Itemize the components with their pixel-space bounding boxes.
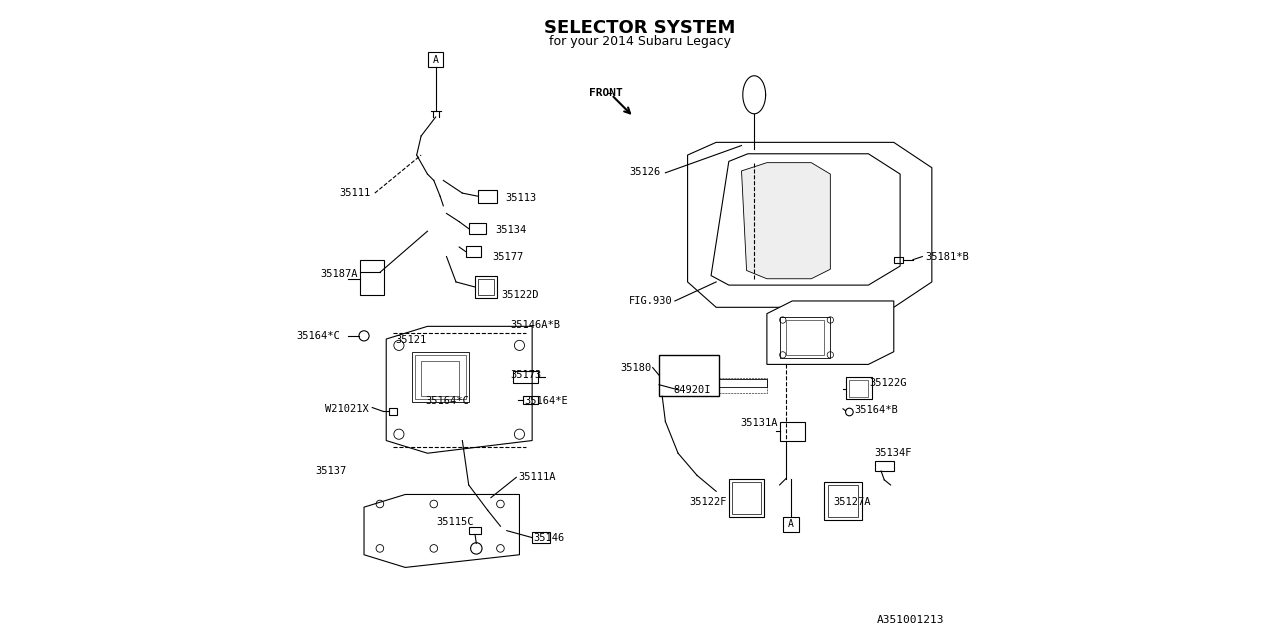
Text: 35164*E: 35164*E bbox=[525, 396, 568, 406]
Bar bbox=[532, 532, 550, 543]
Text: 35177: 35177 bbox=[493, 252, 524, 262]
Text: 35134: 35134 bbox=[495, 225, 526, 235]
Bar bbox=[479, 279, 494, 294]
Text: 35137: 35137 bbox=[316, 466, 347, 476]
Text: 35187A: 35187A bbox=[320, 269, 357, 278]
Polygon shape bbox=[687, 142, 932, 307]
Text: 35164*C: 35164*C bbox=[297, 331, 340, 341]
Bar bbox=[659, 355, 719, 396]
Text: 35173: 35173 bbox=[509, 370, 541, 380]
Bar bbox=[824, 482, 861, 520]
Text: A: A bbox=[788, 519, 794, 529]
Text: FIG.930: FIG.930 bbox=[630, 296, 673, 306]
Bar bbox=[732, 482, 760, 513]
Text: 35134F: 35134F bbox=[874, 448, 913, 458]
Bar bbox=[828, 485, 859, 516]
Bar bbox=[522, 396, 539, 404]
Text: 35122G: 35122G bbox=[869, 378, 908, 388]
Bar bbox=[466, 246, 481, 257]
Text: 35127A: 35127A bbox=[833, 497, 870, 507]
Text: 35121: 35121 bbox=[396, 335, 428, 346]
Text: A351001213: A351001213 bbox=[877, 614, 945, 625]
Bar bbox=[780, 422, 805, 440]
Bar bbox=[479, 190, 497, 203]
Polygon shape bbox=[741, 163, 831, 279]
Bar bbox=[428, 52, 443, 67]
Text: 35164*B: 35164*B bbox=[855, 405, 899, 415]
Bar bbox=[719, 379, 767, 387]
Bar bbox=[389, 408, 397, 415]
Bar bbox=[475, 276, 497, 298]
Polygon shape bbox=[387, 326, 532, 453]
Bar bbox=[874, 461, 893, 471]
Text: 84920I: 84920I bbox=[673, 385, 712, 395]
Text: 35113: 35113 bbox=[506, 193, 536, 203]
Text: for your 2014 Subaru Legacy: for your 2014 Subaru Legacy bbox=[549, 35, 731, 47]
Text: 35146: 35146 bbox=[534, 532, 564, 543]
Polygon shape bbox=[767, 301, 893, 364]
Text: 35164*C: 35164*C bbox=[425, 396, 468, 406]
Text: 35131A: 35131A bbox=[741, 419, 778, 428]
Bar bbox=[415, 355, 466, 399]
Bar bbox=[513, 371, 539, 383]
Bar bbox=[360, 260, 384, 294]
Text: 35146A*B: 35146A*B bbox=[509, 320, 559, 330]
Text: 35181*B: 35181*B bbox=[925, 252, 969, 262]
Text: SELECTOR SYSTEM: SELECTOR SYSTEM bbox=[544, 19, 736, 36]
Text: 35115C: 35115C bbox=[436, 516, 474, 527]
Bar bbox=[719, 378, 767, 393]
Bar bbox=[786, 320, 824, 355]
Polygon shape bbox=[712, 154, 900, 285]
Bar bbox=[728, 479, 764, 516]
Bar bbox=[893, 257, 904, 263]
Text: 35111: 35111 bbox=[339, 188, 370, 198]
Text: 35180: 35180 bbox=[621, 363, 652, 372]
Text: FRONT: FRONT bbox=[589, 88, 623, 98]
Text: 35126: 35126 bbox=[628, 167, 660, 177]
Bar bbox=[783, 516, 799, 532]
Bar bbox=[468, 527, 481, 534]
Bar bbox=[468, 223, 486, 234]
Text: W21021X: W21021X bbox=[325, 404, 369, 414]
Bar bbox=[421, 361, 460, 396]
Polygon shape bbox=[364, 495, 520, 568]
Text: 35122F: 35122F bbox=[690, 497, 727, 507]
Bar bbox=[850, 380, 868, 397]
Text: A: A bbox=[433, 55, 439, 65]
Bar bbox=[846, 377, 872, 399]
Bar bbox=[780, 317, 831, 358]
Text: 35122D: 35122D bbox=[502, 290, 539, 300]
Text: 35111A: 35111A bbox=[518, 472, 556, 483]
Bar bbox=[412, 352, 468, 403]
